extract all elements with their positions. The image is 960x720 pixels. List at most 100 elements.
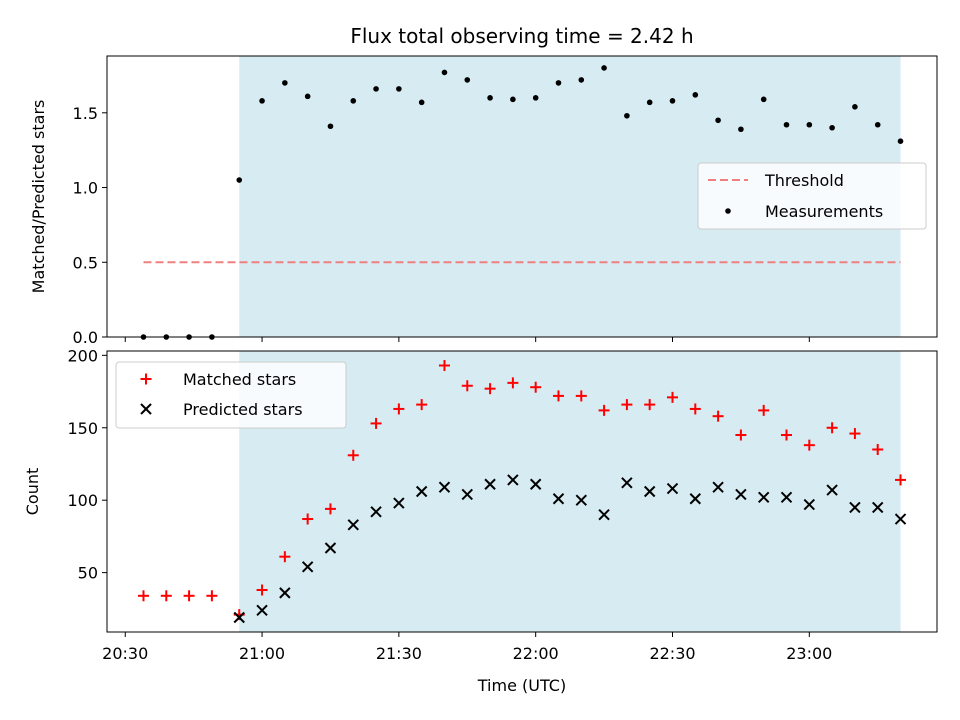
matched-star-point: [644, 399, 656, 411]
measurement-point: [418, 99, 425, 106]
measurement-point: [510, 96, 516, 103]
measurement-point: [829, 124, 835, 131]
measurement-point: [396, 86, 402, 92]
measurement-point: [532, 95, 539, 101]
top-y-tick-label: 0.5: [73, 253, 98, 272]
predicted-star-point: [461, 488, 473, 501]
measurement-point: [373, 86, 379, 92]
legend-threshold-label: Threshold: [764, 171, 844, 190]
predicted-star-point: [712, 481, 724, 493]
predicted-star-point: [233, 611, 245, 624]
predicted-star-point: [621, 477, 633, 489]
chart-title: Flux total observing time = 2.42 h: [350, 24, 693, 48]
measurement-point: [738, 126, 744, 133]
predicted-star-point: [666, 482, 679, 495]
predicted-star-point: [529, 478, 542, 490]
measurement-point: [236, 177, 243, 183]
predicted-star-point: [370, 506, 382, 518]
top-axes-layer: 0.0 0.5 1.0 1.5: [73, 55, 938, 347]
predicted-star-point: [256, 604, 268, 616]
measurement-point: [304, 93, 311, 100]
predicted-star-point: [415, 485, 428, 498]
matched-star-point: [461, 380, 473, 392]
predicted-star-point: [735, 488, 747, 501]
matched-star-point: [324, 503, 336, 515]
measurement-point: [487, 95, 493, 101]
predicted-star-point: [507, 474, 519, 486]
matched-star-point: [758, 404, 770, 416]
bottom-y-tick-label: 100: [67, 491, 98, 510]
measurement-point: [578, 77, 585, 83]
matched-star-point: [347, 449, 359, 461]
predicted-star-point: [484, 478, 496, 490]
bottom-shaded-region: [239, 351, 901, 632]
legend-matched-label: Matched stars: [183, 370, 296, 389]
matched-star-point: [666, 391, 678, 403]
measurement-point: [874, 121, 881, 128]
measurement-point: [897, 138, 904, 144]
measurement-point: [624, 112, 630, 119]
x-tick-label: 21:00: [239, 644, 285, 663]
measurements-points-layer: [140, 65, 904, 340]
predicted-star-point: [393, 497, 405, 509]
legend-predicted-label: Predicted stars: [183, 400, 303, 419]
matched-star-point: [302, 513, 314, 525]
star-counts-points-layer: [137, 359, 907, 624]
predicted-star-point: [757, 491, 770, 504]
top-y-tick-label: 1.5: [73, 104, 98, 123]
bottom-legend-frame: [115, 361, 347, 429]
x-tick-label: 22:30: [649, 644, 695, 663]
predicted-star-point: [552, 493, 565, 505]
predicted-star-point: [849, 501, 861, 514]
matched-star-point: [803, 439, 815, 451]
matched-star-point: [735, 429, 747, 441]
matched-star-point: [183, 590, 195, 602]
matched-star-point: [279, 551, 291, 563]
matched-star-point: [530, 381, 542, 393]
predicted-star-point: [894, 513, 907, 525]
measurement-point: [350, 98, 357, 104]
bottom-y-axis-label: Count: [23, 468, 42, 516]
legend-matched-swatch: [140, 373, 152, 385]
matched-star-point: [206, 590, 218, 602]
predicted-star-point: [438, 481, 451, 493]
matched-star-point: [826, 422, 838, 434]
matched-star-point: [895, 474, 907, 486]
matched-star-point: [621, 399, 633, 411]
measurement-point: [692, 92, 699, 98]
measurement-point: [555, 80, 562, 86]
matched-star-point: [872, 443, 884, 455]
matched-star-point: [256, 584, 268, 596]
bottom-y-tick-label: 150: [67, 419, 98, 438]
predicted-star-point: [301, 561, 314, 573]
top-y-tick-label: 0.0: [73, 328, 98, 347]
measurement-point: [852, 104, 858, 110]
measurement-point: [646, 99, 653, 106]
measurement-point: [715, 117, 721, 124]
legend-predicted-marker: [140, 403, 152, 415]
predicted-star-point: [279, 587, 291, 599]
predicted-star-point: [872, 501, 884, 514]
matched-star-point: [712, 410, 724, 422]
x-tick-label: 20:30: [102, 644, 148, 663]
top-legend-frame: [697, 162, 927, 230]
predicted-star-point: [803, 498, 816, 511]
legend-measurements-label: Measurements: [765, 202, 883, 221]
bottom-axes-frame: [106, 350, 938, 633]
measurement-point: [282, 80, 288, 86]
predicted-star-point: [689, 493, 702, 505]
x-tick-label: 22:00: [513, 644, 559, 663]
matched-star-point: [137, 590, 149, 602]
bottom-panel: 50 100 150 200 20:30 21:00 21:30 22:00 22:30 23:0…: [23, 346, 938, 695]
matched-star-point: [689, 403, 701, 415]
matched-star-point: [849, 428, 861, 440]
matched-star-point: [393, 403, 405, 415]
top-legend: Threshold Measurements: [697, 162, 927, 230]
bottom-shaded-region-layer: [239, 351, 901, 632]
matched-star-point: [370, 417, 382, 429]
matched-star-point: [160, 590, 172, 602]
top-y-tick-label: 1.0: [73, 179, 98, 198]
predicted-star-point: [324, 542, 337, 554]
matched-star-point: [552, 390, 564, 402]
